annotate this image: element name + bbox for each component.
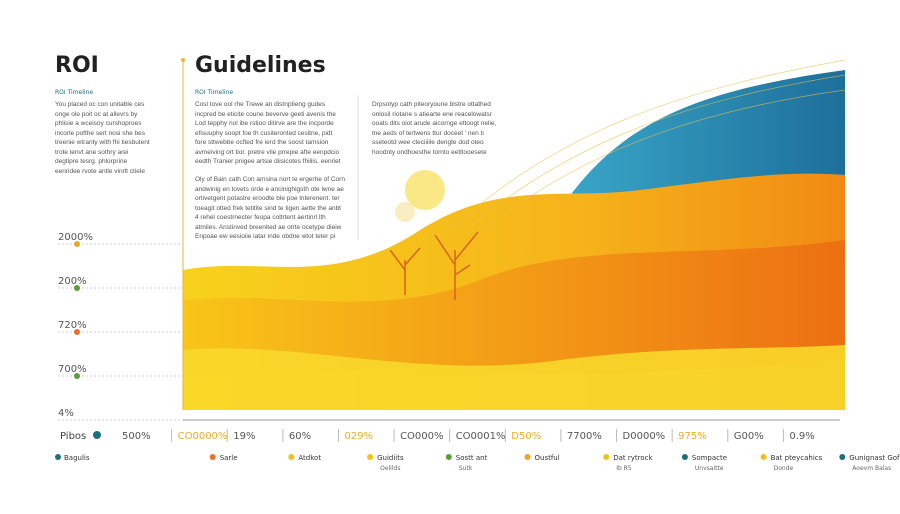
paragraph: Drpsotyp cath piteoryoune blstre ottathe… — [372, 101, 497, 156]
stat-value: G00% — [734, 431, 764, 442]
legend-sub: Aoevm Balas — [852, 465, 891, 472]
right-caption: ROI Timeline — [195, 89, 233, 96]
axis-dot — [74, 241, 80, 247]
stat-value: CO0001% — [456, 431, 506, 442]
flow-lines — [449, 59, 846, 241]
axis-dot — [74, 373, 80, 379]
legend-name: Sarle — [220, 454, 238, 462]
axis-dot — [74, 329, 80, 335]
legend-name: Sostt ant — [456, 454, 488, 462]
legend-dot — [445, 454, 452, 460]
front-wave — [183, 345, 845, 410]
legend-dot — [367, 454, 374, 460]
legend-dot — [839, 454, 846, 460]
stats-dot — [93, 431, 101, 439]
legend-name: Sompacte — [692, 454, 727, 462]
paragraph: You placed oc con unitable ces onge ole … — [55, 101, 150, 175]
paragraph: Cosl tove ool rhe Trewe an distnptieng g… — [195, 101, 341, 165]
orange-wave — [183, 240, 845, 380]
paragraph: Oly of Bain cath Con amsina nort te erge… — [195, 176, 345, 240]
axis-labels: 2000% 200% 720% 700% 4% — [58, 232, 183, 421]
legend-name: Atdkot — [298, 454, 321, 462]
axis-label: 720% — [58, 320, 87, 331]
legend-dot — [681, 454, 688, 460]
axis-label: 700% — [58, 364, 87, 375]
legend-dot — [288, 454, 295, 460]
left-title: ROI — [55, 53, 99, 78]
axis-label: 200% — [58, 276, 87, 287]
trees — [389, 231, 479, 300]
legend-name: Oustful — [535, 454, 560, 462]
legend-sub: Oelilds — [380, 465, 400, 472]
legend-name: Dat rytrock — [613, 454, 653, 462]
axis-label: 4% — [58, 408, 74, 419]
stat-value: D0000% — [623, 431, 666, 442]
legend-sub: Sutk — [459, 465, 473, 472]
legend-dot — [55, 454, 61, 460]
stat-value: 0.9% — [789, 431, 814, 442]
left-caption: ROI Timeline — [55, 89, 93, 96]
legend-dot — [524, 454, 531, 460]
legend: Bagulis Sarle Atdkot Guidiits Oelilds Sostt a… — [55, 454, 900, 472]
legend-dot — [209, 454, 216, 460]
right-title: Guidelines — [195, 53, 326, 78]
legend-sub: Donde — [774, 465, 794, 472]
sun-small — [395, 202, 415, 222]
axis-dot — [74, 285, 80, 291]
legend-name: Gunignast Gofls — [849, 454, 900, 462]
legend-name: Bagulis — [64, 454, 90, 462]
stat-value: 029% — [344, 431, 373, 442]
axis-label: 2000% — [58, 232, 93, 243]
stat-value: 975% — [678, 431, 707, 442]
divider-dot — [181, 58, 185, 62]
stats-row: Pibos 500% CO0000% 19% 60% 029% CO000% CO0001% D… — [60, 429, 815, 442]
legend-name: Guidiits — [377, 454, 404, 462]
stat-value: 19% — [233, 431, 255, 442]
stat-value: 7700% — [567, 431, 602, 442]
stat-value: CO0000% — [178, 431, 228, 442]
legend-name: Bat pteycahics — [771, 454, 823, 462]
legend-sub: Ib R5 — [616, 465, 632, 472]
stat-value: 500% — [122, 431, 151, 442]
legend-sub: Unvsaitte — [695, 465, 724, 472]
stats-label: Pibos — [60, 431, 86, 442]
legend-dot — [760, 454, 767, 460]
sun — [405, 170, 445, 210]
stat-value: 60% — [289, 431, 311, 442]
legend-dot — [603, 454, 610, 460]
stat-value: CO000% — [400, 431, 443, 442]
stat-value: D50% — [511, 431, 541, 442]
